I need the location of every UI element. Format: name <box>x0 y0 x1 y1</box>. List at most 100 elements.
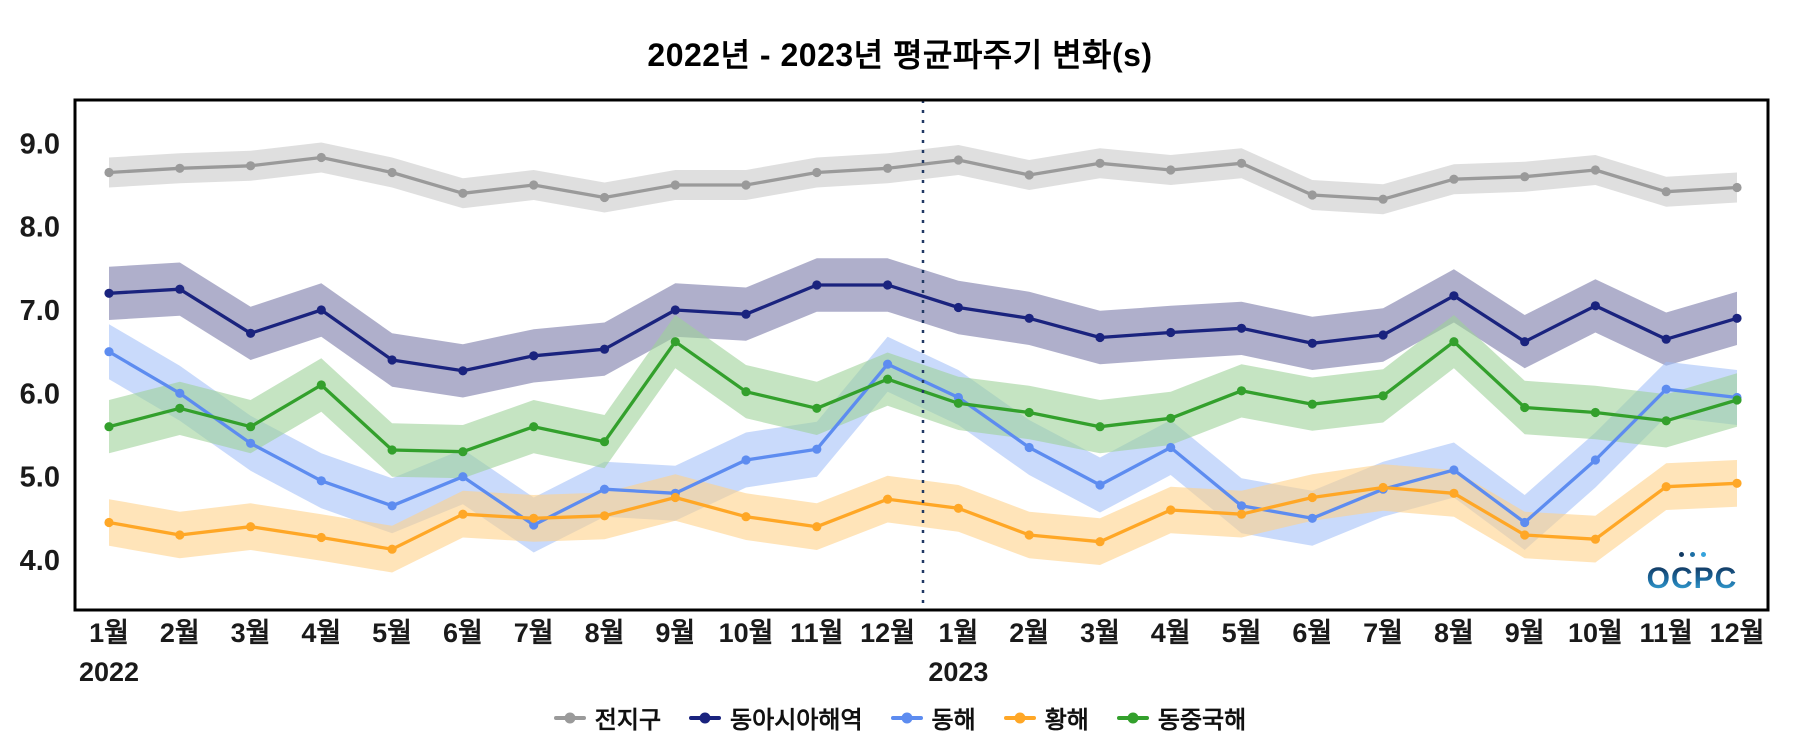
series-3-point <box>1590 534 1600 544</box>
series-2-point <box>812 444 822 454</box>
series-0-point <box>458 188 468 198</box>
series-4-point <box>1378 391 1388 401</box>
series-2-point <box>1520 517 1530 528</box>
x-tick-label: 4월 <box>301 618 341 648</box>
year-label: 2023 <box>928 657 988 687</box>
series-0-point <box>1520 172 1530 182</box>
series-3-point <box>316 532 326 543</box>
series-2-point <box>1095 480 1105 490</box>
series-2-point <box>1307 513 1317 523</box>
series-2-point <box>1166 442 1176 453</box>
x-tick-label: 5월 <box>1222 618 1262 648</box>
x-tick-label: 5월 <box>372 618 412 648</box>
legend-dot-icon <box>1014 712 1026 723</box>
legend-dot-icon <box>564 712 576 723</box>
series-1-point <box>458 366 468 376</box>
x-tick-label: 3월 <box>231 618 271 648</box>
series-2-point <box>1590 455 1600 465</box>
y-tick-label: 8.0 <box>20 212 60 244</box>
x-tick-label: 10월 <box>719 618 774 648</box>
series-0-point <box>387 167 397 178</box>
series-4-point <box>1236 386 1247 396</box>
series-0-point <box>741 180 751 190</box>
series-2-point <box>599 484 610 494</box>
series-1-point <box>104 288 114 298</box>
series-0-point <box>1378 194 1388 204</box>
series-1-point <box>1166 327 1176 338</box>
series-1-point <box>1236 323 1247 333</box>
series-2-point <box>1661 384 1671 394</box>
legend-label: 동아시아해역 <box>730 707 863 734</box>
x-tick-label: 6월 <box>1292 618 1332 648</box>
series-0-point <box>1732 182 1742 193</box>
series-4-point <box>175 403 185 413</box>
x-tick-label: 7월 <box>1363 618 1403 648</box>
series-2-point <box>175 388 185 398</box>
x-tick-label: 1월 <box>938 618 978 648</box>
series-0-point <box>599 192 610 203</box>
legend-label: 황해 <box>1044 707 1089 734</box>
series-4-point <box>953 398 964 408</box>
series-3-point <box>1166 505 1176 515</box>
legend-item-2: 동해 <box>890 700 976 735</box>
series-1-point <box>1378 330 1388 340</box>
series-1-point <box>741 309 751 319</box>
x-tick-label: 10월 <box>1568 618 1623 648</box>
series-1-band <box>109 258 1737 398</box>
series-3-point <box>953 503 964 513</box>
series-2-point <box>246 438 256 448</box>
series-4-point <box>812 403 822 413</box>
series-4-point <box>1166 413 1176 423</box>
series-0-point <box>175 163 185 173</box>
series-3-point <box>1307 492 1317 503</box>
series-4-point <box>104 422 114 432</box>
chart-legend: 전지구 동아시아해역 동해 황해 동중국해 <box>0 700 1800 735</box>
legend-item-3: 황해 <box>1003 700 1089 735</box>
legend-item-1: 동아시아해역 <box>689 700 863 735</box>
y-tick-label: 7.0 <box>20 295 60 327</box>
series-4-point <box>1024 407 1034 418</box>
series-3-point <box>1095 537 1105 547</box>
axis-labels: 4.0 5.0 6.0 7.0 8.0 9.0 1월 2월 3월 4월 5월 6월 7월 8월 9월 10월 1… <box>20 128 1765 687</box>
series-0-point <box>1307 190 1317 200</box>
series-1-point <box>670 305 680 315</box>
series-4-point <box>741 387 751 397</box>
series-1-point <box>1661 334 1671 344</box>
series-3-point <box>175 530 185 540</box>
x-tick-label: 1월 <box>89 618 129 648</box>
series-1-point <box>1732 313 1742 323</box>
series-1-point <box>1095 332 1105 343</box>
series-0-point <box>883 163 893 173</box>
series-0-point <box>1166 165 1176 175</box>
legend-line-marker-icon <box>1116 712 1149 723</box>
series-4-point <box>1732 395 1742 405</box>
series-4-band <box>109 315 1737 479</box>
series-0-point <box>1661 187 1671 197</box>
x-tick-label: 12월 <box>860 618 915 648</box>
series-0-line <box>107 155 1739 201</box>
x-tick-label: 2월 <box>1009 618 1049 648</box>
series-4-point <box>1449 337 1459 347</box>
series-3-point <box>1236 509 1247 519</box>
legend-line-marker-icon <box>890 712 923 723</box>
series-4-point <box>1307 399 1317 409</box>
series-1-point <box>1449 291 1459 301</box>
series-0-point <box>1590 165 1600 175</box>
series-4-point <box>529 422 539 432</box>
series-4-point <box>316 380 326 390</box>
x-tick-label: 4월 <box>1151 618 1191 648</box>
series-2-point <box>883 359 893 369</box>
legend-label: 동해 <box>931 707 976 734</box>
series-1-point <box>812 280 822 290</box>
series-3-point <box>458 509 468 519</box>
legend-dot-icon <box>1127 712 1139 723</box>
y-tick-label: 6.0 <box>20 378 60 410</box>
y-tick-label: 9.0 <box>20 128 60 160</box>
series-0-point <box>953 155 964 165</box>
series-4-point <box>1590 407 1600 418</box>
series-1-point <box>1307 338 1317 348</box>
ocpc-logo: OCPC <box>1622 548 1762 594</box>
series-0-point <box>1236 158 1247 168</box>
